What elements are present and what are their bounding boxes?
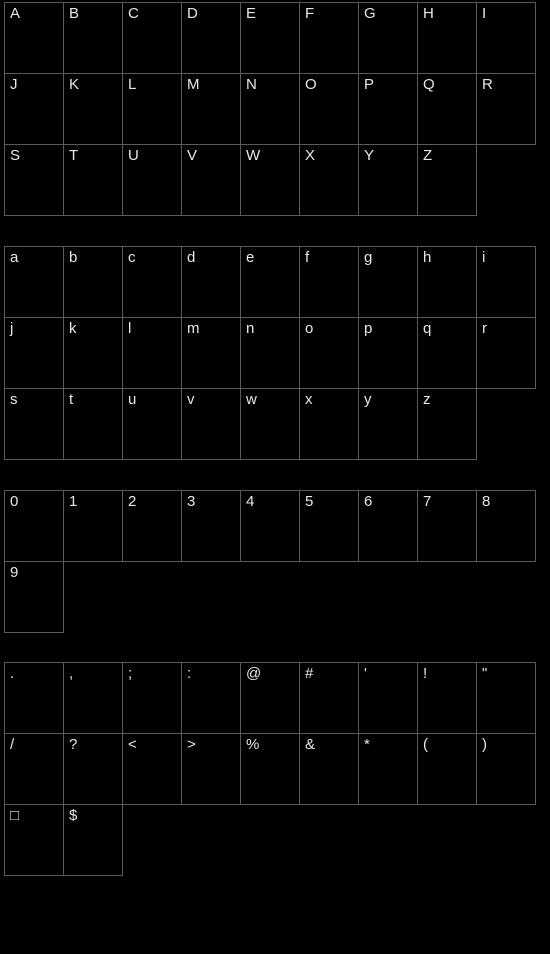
glyph-cell: D (181, 2, 241, 74)
glyph-cell: □ (4, 804, 64, 876)
glyph-cell: c (122, 246, 182, 318)
glyph-cell: T (63, 144, 123, 216)
glyph-row: 012345678 (4, 490, 535, 561)
glyph-cell: f (299, 246, 359, 318)
glyph-cell: O (299, 73, 359, 145)
glyph-cell: V (181, 144, 241, 216)
glyph-cell: % (240, 733, 300, 805)
glyph-row: .,;:@#'!" (4, 662, 535, 733)
glyph-cell: o (299, 317, 359, 389)
glyph-cell: 6 (358, 490, 418, 562)
glyph-cell: g (358, 246, 418, 318)
glyph-cell: 2 (122, 490, 182, 562)
glyph-cell: F (299, 2, 359, 74)
glyph-row: JKLMNOPQR (4, 73, 535, 144)
glyph-cell: 0 (4, 490, 64, 562)
glyph-cell: 4 (240, 490, 300, 562)
glyph-cell: Q (417, 73, 477, 145)
glyph-cell: G (358, 2, 418, 74)
glyph-cell: J (4, 73, 64, 145)
glyph-cell: K (63, 73, 123, 145)
section-symbols: .,;:@#'!"/?<>%&*()□$ (4, 662, 535, 875)
glyph-cell: h (417, 246, 477, 318)
glyph-cell: i (476, 246, 536, 318)
glyph-cell: 1 (63, 490, 123, 562)
glyph-cell: 5 (299, 490, 359, 562)
glyph-cell: b (63, 246, 123, 318)
glyph-cell: v (181, 388, 241, 460)
glyph-cell: j (4, 317, 64, 389)
glyph-cell: r (476, 317, 536, 389)
glyph-cell: I (476, 2, 536, 74)
section-lowercase: abcdefghijklmnopqrstuvwxyz (4, 246, 535, 459)
glyph-cell: L (122, 73, 182, 145)
glyph-row: STUVWXYZ (4, 144, 535, 215)
glyph-cell: p (358, 317, 418, 389)
glyph-cell: N (240, 73, 300, 145)
glyph-cell: m (181, 317, 241, 389)
glyph-cell: S (4, 144, 64, 216)
glyph-cell: ) (476, 733, 536, 805)
glyph-cell: k (63, 317, 123, 389)
glyph-cell: ( (417, 733, 477, 805)
glyph-cell: / (4, 733, 64, 805)
glyph-cell: A (4, 2, 64, 74)
glyph-cell: a (4, 246, 64, 318)
glyph-cell: 9 (4, 561, 64, 633)
glyph-cell: 7 (417, 490, 477, 562)
section-uppercase: ABCDEFGHIJKLMNOPQRSTUVWXYZ (4, 2, 535, 215)
glyph-row: /?<>%&*() (4, 733, 535, 804)
glyph-cell: # (299, 662, 359, 734)
glyph-cell: 8 (476, 490, 536, 562)
glyph-cell: Z (417, 144, 477, 216)
glyph-row: ABCDEFGHI (4, 2, 535, 73)
glyph-cell: & (299, 733, 359, 805)
glyph-cell: C (122, 2, 182, 74)
glyph-cell: P (358, 73, 418, 145)
glyph-cell: W (240, 144, 300, 216)
glyph-cell: H (417, 2, 477, 74)
glyph-cell: q (417, 317, 477, 389)
glyph-cell: X (299, 144, 359, 216)
glyph-cell: d (181, 246, 241, 318)
glyph-cell: e (240, 246, 300, 318)
glyph-cell: . (4, 662, 64, 734)
glyph-cell: ; (122, 662, 182, 734)
glyph-row: stuvwxyz (4, 388, 535, 459)
glyph-cell: M (181, 73, 241, 145)
glyph-cell: E (240, 2, 300, 74)
glyph-cell: B (63, 2, 123, 74)
glyph-row: 9 (4, 561, 535, 632)
glyph-cell: n (240, 317, 300, 389)
section-digits: 0123456789 (4, 490, 535, 632)
glyph-cell: U (122, 144, 182, 216)
glyph-row: jklmnopqr (4, 317, 535, 388)
glyph-cell: y (358, 388, 418, 460)
glyph-cell: l (122, 317, 182, 389)
glyph-cell: > (181, 733, 241, 805)
glyph-cell: : (181, 662, 241, 734)
glyph-cell: , (63, 662, 123, 734)
glyph-cell: ' (358, 662, 418, 734)
glyph-cell: $ (63, 804, 123, 876)
glyph-row: abcdefghi (4, 246, 535, 317)
glyph-cell: @ (240, 662, 300, 734)
glyph-cell: ! (417, 662, 477, 734)
glyph-cell: R (476, 73, 536, 145)
glyph-cell: s (4, 388, 64, 460)
glyph-cell: 3 (181, 490, 241, 562)
glyph-cell: " (476, 662, 536, 734)
glyph-cell: z (417, 388, 477, 460)
glyph-row: □$ (4, 804, 535, 875)
glyph-cell: w (240, 388, 300, 460)
glyph-cell: u (122, 388, 182, 460)
glyph-cell: ? (63, 733, 123, 805)
glyph-cell: Y (358, 144, 418, 216)
glyph-cell: t (63, 388, 123, 460)
glyph-cell: x (299, 388, 359, 460)
glyph-cell: < (122, 733, 182, 805)
glyph-cell: * (358, 733, 418, 805)
